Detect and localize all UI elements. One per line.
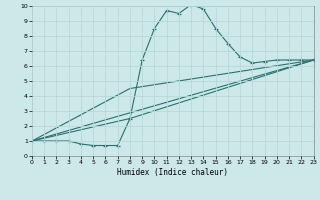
X-axis label: Humidex (Indice chaleur): Humidex (Indice chaleur)	[117, 168, 228, 177]
